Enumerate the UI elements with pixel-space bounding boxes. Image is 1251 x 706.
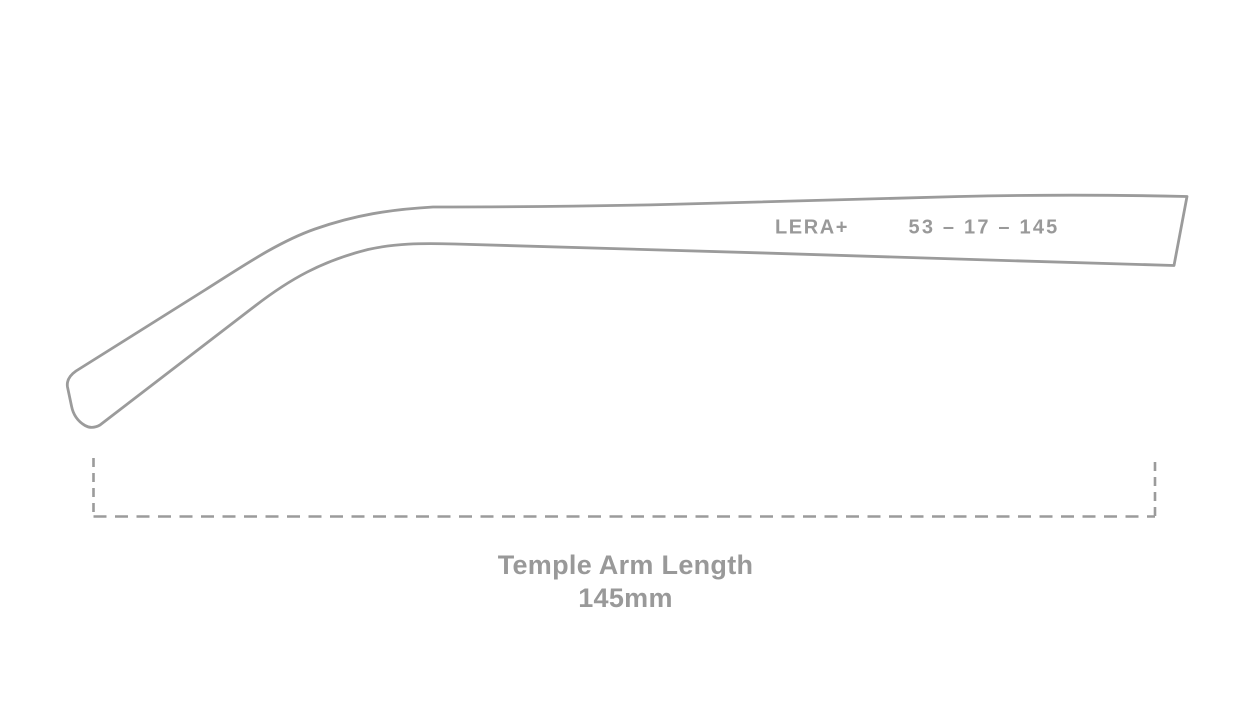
dimension-caption: Temple Arm Length 145mm bbox=[0, 549, 1251, 615]
dimension-value: 145mm bbox=[578, 583, 673, 613]
temple-arm-outline bbox=[65, 193, 1189, 429]
model-name-label: LERA+ bbox=[775, 217, 849, 239]
frame-measurements-label: 53 – 17 – 145 bbox=[909, 217, 1060, 239]
dimension-label: Temple Arm Length bbox=[497, 550, 754, 580]
